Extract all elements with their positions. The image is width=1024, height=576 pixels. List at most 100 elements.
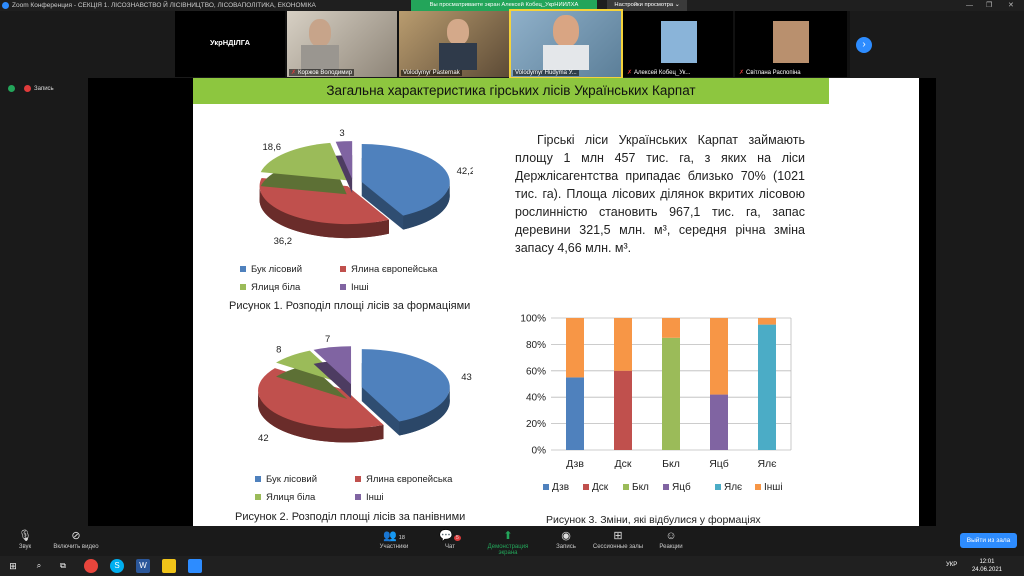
legend-label: Ялина європейська [351,264,438,275]
reactions-button[interactable]: ☺ Реакции [641,526,701,550]
legend-label: Ялина європейська [366,474,453,485]
gallery-tile-org[interactable]: УкрНДІЛГА [175,11,285,77]
close-icon[interactable]: ✕ [1008,2,1014,9]
language-indicator[interactable]: УКР [946,562,958,568]
pie-chart-dominant: 43 42 8 7 [258,334,472,444]
taskbar-clock[interactable]: 12:01 24.06.2021 [972,558,1002,574]
windows-start-icon[interactable]: ⊞ [9,561,17,571]
y-tick-label: 40% [526,393,546,404]
window-title: Zoom Конференция - СЕКЦІЯ 1. ЛІСОЗНАВСТВ… [12,2,316,9]
legend-swatch [663,484,669,490]
x-tick-label: Ялє [757,458,777,470]
share-screen-icon: ⬆ [503,530,513,542]
share-label: Демонстрация экрана [487,544,529,556]
participant-name: Світлана Распопіна [746,70,801,76]
participant-tile[interactable]: ✗ Алексей Кобец_Ук... [623,11,733,77]
participant-tile[interactable]: ✗ Коржов Володимир [287,11,397,77]
active-speaker-tile[interactable]: Volodymyr Hudyma У... [509,9,623,79]
record-button[interactable]: ◉ Запись [536,526,596,550]
legend-swatch [543,484,549,490]
bar-segment-own [758,324,776,450]
pie-slice-top [361,349,450,422]
slide-body-text: Гірські ліси Українських Карпат займають… [515,131,805,257]
participant-body [439,43,477,70]
legend-label: Дзв [552,482,569,493]
participants-count: 18 [398,535,405,541]
pie-slice-top [258,368,384,429]
bar-segment-other [758,318,776,325]
video-button[interactable]: ⊘ Включить видео [46,526,106,550]
bar-segment-other [710,318,728,395]
participant-tile[interactable]: ✗ Світлана Распопіна [735,11,847,77]
legend-swatch [240,266,246,273]
pie-data-label: 8 [276,344,281,355]
zoom-taskbar-icon[interactable] [188,559,202,573]
legend-swatch [623,484,629,490]
video-off-icon: ⊘ [71,530,81,542]
y-tick-label: 80% [526,340,546,351]
participant-name: Volodymyr Pasternak [403,70,460,76]
x-tick-label: Дск [615,458,632,470]
microphone-icon: 🎙 [18,530,32,542]
maximize-icon[interactable]: ❐ [986,2,993,9]
legend-label: Інші [351,282,369,293]
legend-swatch [355,494,361,501]
figure-2-caption: Рисунок 2. Розподіл площі лісів за панів… [235,511,466,523]
legend-label: Ялє [724,482,742,493]
y-tick-label: 60% [526,366,546,377]
participant-name: Volodymyr Hudyma У... [515,70,577,76]
pie-slice-rim [399,387,450,436]
pie-slice-top [361,144,450,216]
legend-swatch [355,476,361,483]
clock-date: 24.06.2021 [971,567,1002,573]
pie-slice-top [313,346,352,385]
legend-swatch [255,494,261,501]
x-tick-label: Бкл [662,458,680,470]
breakout-rooms-icon: ⊞ [613,530,623,542]
search-icon[interactable]: ⌕ [36,561,42,570]
breakout-rooms-button[interactable]: ⊞ Сессионные залы [588,526,648,550]
legend-swatch [340,284,346,291]
meeting-toolbar: 🎙 Звук ⊘ Включить видео 👥 18 Участники 💬 5 Чат… [0,526,1024,556]
pie-data-label: 3 [339,128,344,139]
x-tick-label: Яцб [709,458,729,470]
sound-button[interactable]: 🎙 Звук [0,526,55,550]
bar-segment-other [566,318,584,378]
pie-legend-2: Бук лісовий Ялина європейська Ялиця біла… [255,474,515,504]
task-view-icon[interactable]: ⧉ [60,561,66,570]
legend-swatch [255,476,261,483]
video-gallery: УкрНДІЛГА ✗ Коржов Володимир Volodymyr Pa… [175,9,850,79]
skype-icon[interactable]: S [110,559,124,573]
word-icon[interactable]: W [136,559,150,573]
pie-slice [361,144,450,230]
participant-body [301,45,339,70]
legend-label: Ялиця біла [266,492,316,503]
participant-name: Алексей Кобец_Ук... [634,70,691,76]
record-icon: ◉ [561,530,571,542]
explorer-icon[interactable] [162,559,176,573]
legend-label: Бук лісовий [266,474,318,485]
legend-label: Ялиця біла [251,282,301,293]
mic-muted-icon: ✗ [291,70,297,76]
pie-slice [335,141,353,194]
pie-slice-top [259,178,389,225]
share-screen-button[interactable]: ⬆ Демонстрация экрана [478,526,538,556]
participant-face [447,19,469,45]
pie-legend-1: Бук лісовий Ялина європейська Ялиця біла… [240,264,500,294]
pie-slice-side [276,364,348,400]
gallery-next-icon[interactable]: › [856,37,872,53]
participant-name: Коржов Володимир [298,70,353,76]
chrome-icon[interactable] [84,559,98,573]
legend-swatch [715,484,721,490]
participant-photo [773,21,809,63]
participant-tile[interactable]: Volodymyr Pasternak [399,11,509,77]
minimize-icon[interactable]: — [966,2,973,9]
participants-button[interactable]: 👥 18 Участники [364,526,424,550]
view-options-button[interactable]: Настройки просмотра ⌄ [607,0,687,11]
participant-face [553,15,579,47]
chat-button[interactable]: 💬 5 Чат [420,526,480,550]
leave-room-button[interactable]: Выйти из зала [960,533,1017,548]
pie-data-label: 42,2 [457,166,473,177]
stacked-bar-chart: 0% 20% 40% 60% 80% 100% Дзв Дск Бкл Яцб Ялє Дзв Дск Б… [520,314,792,493]
pie-data-label: 18,6 [263,142,282,153]
